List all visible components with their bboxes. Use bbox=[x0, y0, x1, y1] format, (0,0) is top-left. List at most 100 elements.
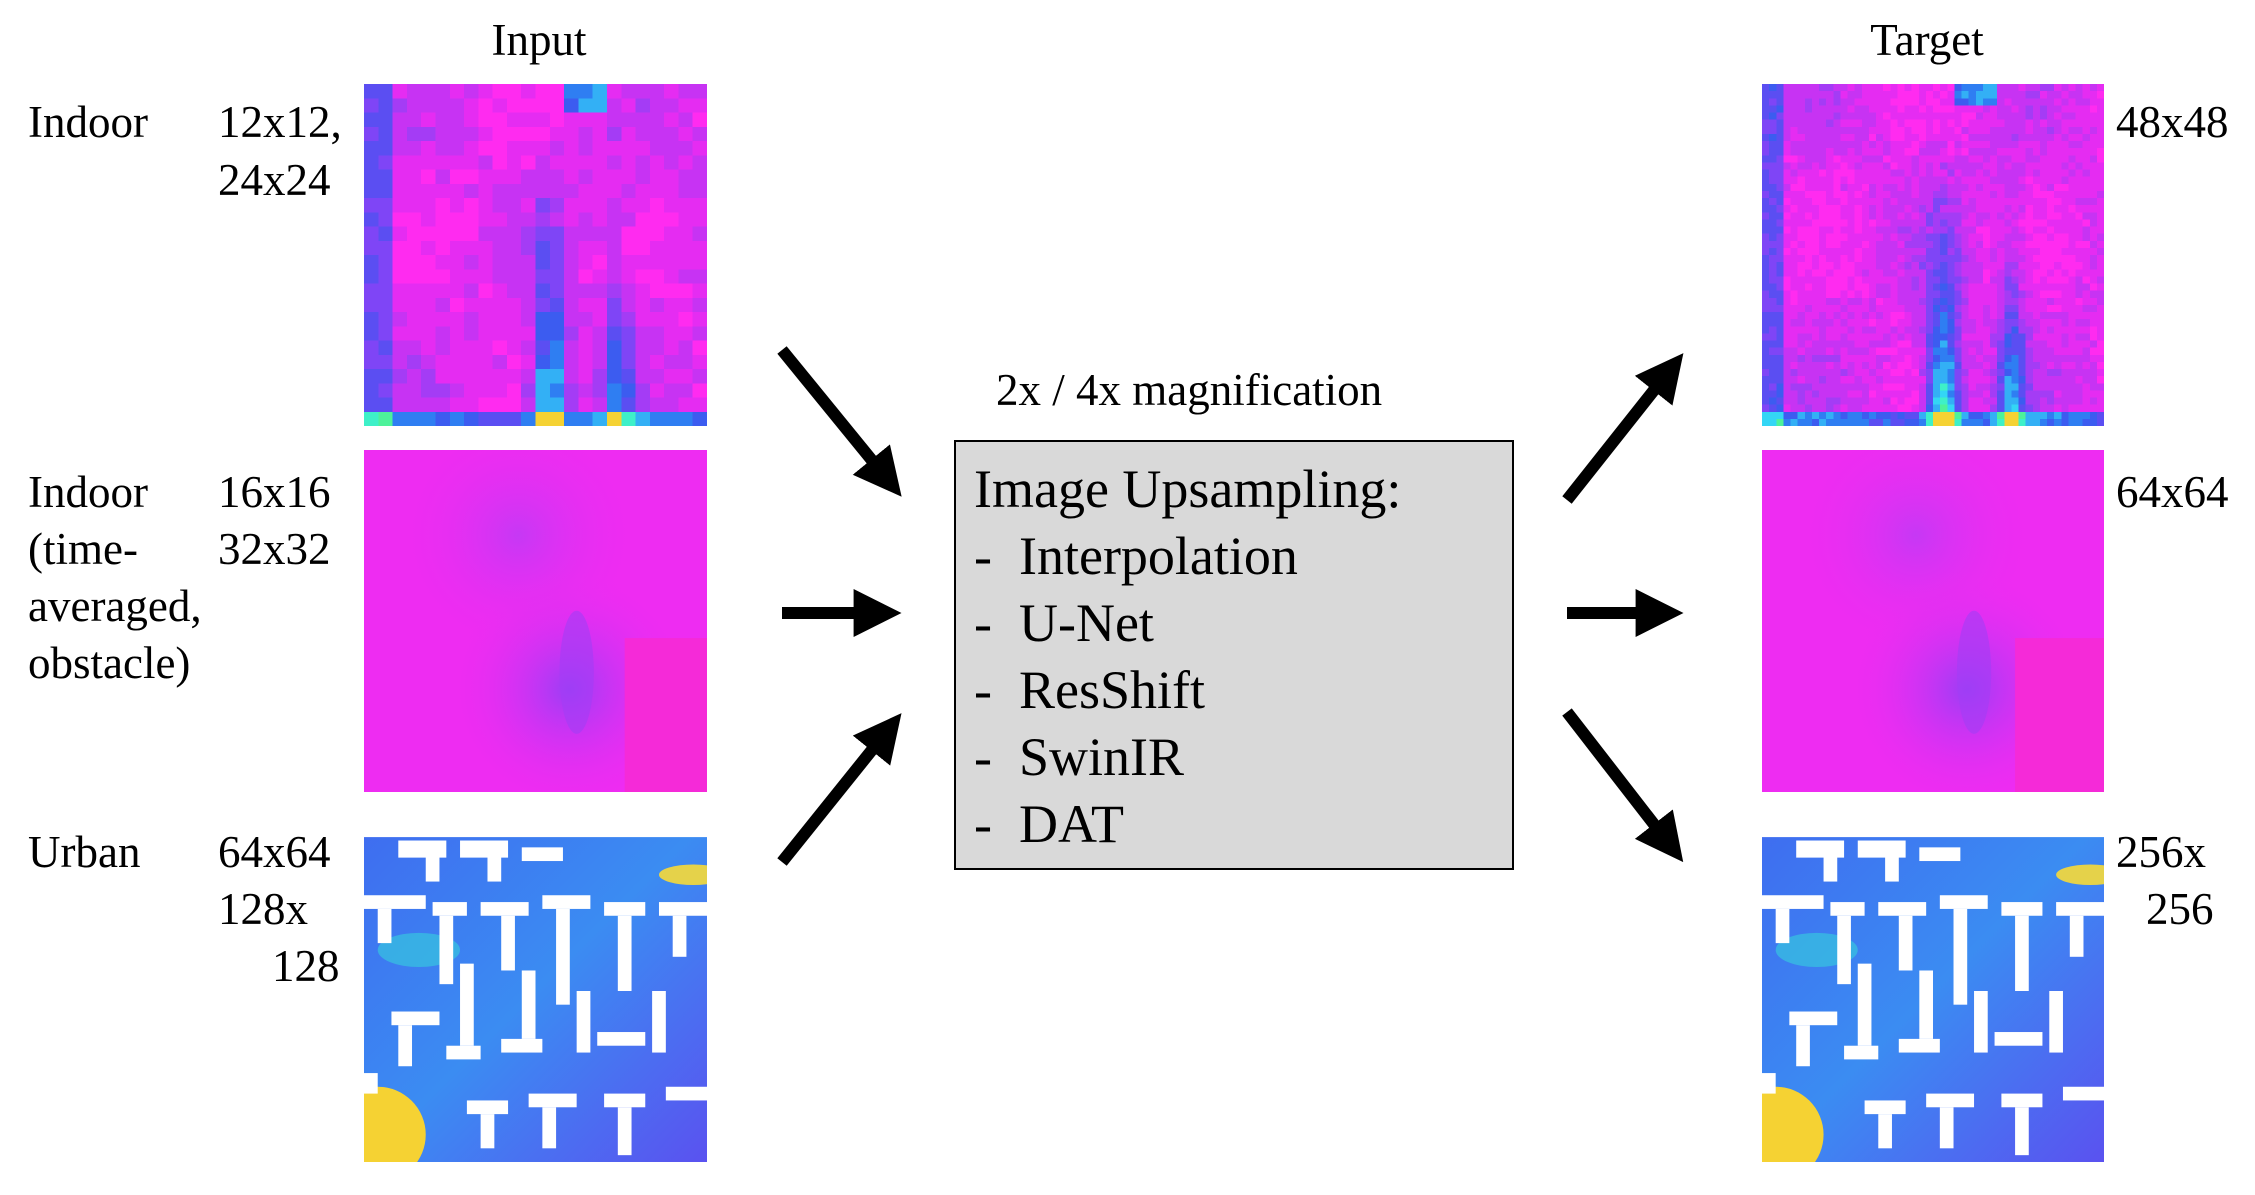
row2-input-size-1: 16x16 bbox=[218, 467, 331, 517]
heatmap-cell bbox=[1769, 205, 1777, 213]
heatmap-cell bbox=[2025, 190, 2033, 199]
heatmap-cell bbox=[1840, 98, 1848, 106]
heatmap-cell bbox=[1954, 84, 1962, 92]
heatmap-cell bbox=[2032, 369, 2041, 377]
heatmap-cell bbox=[2096, 312, 2104, 320]
heatmap-cell bbox=[2054, 183, 2062, 192]
heatmap-cell bbox=[1854, 226, 1862, 234]
heatmap-cell bbox=[1811, 397, 1820, 405]
heatmap-cell bbox=[478, 226, 493, 242]
heatmap-cell bbox=[1776, 376, 1784, 384]
heatmap-cell bbox=[1968, 376, 1976, 384]
heatmap-cell bbox=[492, 98, 508, 113]
heatmap-cell bbox=[1897, 290, 1905, 298]
heatmap-cell bbox=[1797, 390, 1805, 398]
heatmap-cell bbox=[2054, 376, 2062, 384]
heatmap-cell bbox=[1854, 119, 1862, 127]
heatmap-cell bbox=[2061, 376, 2069, 384]
heatmap-cell bbox=[1868, 347, 1877, 355]
heatmap-cell bbox=[2061, 240, 2069, 249]
heatmap-cell bbox=[1954, 297, 1962, 306]
heatmap-cell bbox=[364, 212, 379, 227]
heatmap-cell bbox=[2004, 297, 2012, 306]
heatmap-cell bbox=[2075, 91, 2083, 99]
heatmap-cell bbox=[1769, 247, 1777, 256]
heatmap-cell bbox=[1954, 333, 1962, 341]
heatmap-cell bbox=[692, 112, 707, 128]
heatmap-cell bbox=[1925, 198, 1934, 206]
heatmap-cell bbox=[1975, 84, 1984, 92]
heatmap-cell bbox=[2089, 312, 2098, 320]
heatmap-cell bbox=[1940, 169, 1948, 177]
heatmap-cell bbox=[2096, 141, 2104, 149]
heatmap-cell bbox=[435, 297, 451, 313]
input-header: Input bbox=[491, 15, 587, 65]
heatmap-cell bbox=[1890, 326, 1898, 334]
heatmap-cell bbox=[1904, 226, 1912, 234]
heatmap-cell bbox=[1833, 183, 1841, 192]
heatmap-cell bbox=[478, 112, 493, 128]
heatmap-cell bbox=[1868, 226, 1877, 234]
heatmap-cell bbox=[1783, 290, 1791, 298]
heatmap-cell bbox=[1897, 183, 1905, 192]
heatmap-cell bbox=[521, 383, 536, 398]
heatmap-cell bbox=[1975, 283, 1984, 291]
heatmap-cell bbox=[1797, 112, 1805, 120]
heatmap-cell bbox=[1918, 162, 1927, 170]
heatmap-cell bbox=[521, 198, 536, 213]
heatmap-cell bbox=[1954, 354, 1962, 363]
heatmap-cell bbox=[1961, 219, 1969, 227]
heatmap-cell bbox=[1861, 283, 1870, 291]
heatmap-cell bbox=[406, 198, 422, 213]
heatmap-cell bbox=[1975, 183, 1984, 192]
heatmap-cell bbox=[1947, 112, 1955, 120]
heatmap-cell bbox=[1911, 183, 1919, 192]
heatmap-cell bbox=[664, 383, 679, 398]
heatmap-cell bbox=[521, 141, 536, 156]
heatmap-cell bbox=[549, 297, 565, 313]
heatmap-cell bbox=[2054, 283, 2062, 291]
heatmap-cell bbox=[1954, 105, 1962, 113]
heatmap-cell bbox=[1997, 418, 2005, 426]
heatmap-cell bbox=[2054, 326, 2062, 334]
heatmap-cell bbox=[1890, 126, 1898, 135]
heatmap-cell bbox=[606, 297, 622, 313]
heatmap-cell bbox=[549, 198, 565, 213]
heatmap-cell bbox=[1925, 376, 1934, 384]
heatmap-cell bbox=[1990, 383, 1998, 391]
heatmap-cell bbox=[1982, 369, 1991, 377]
heatmap-cell bbox=[2011, 283, 2019, 291]
heatmap-cell bbox=[1769, 169, 1777, 177]
heatmap-cell bbox=[621, 240, 636, 256]
heatmap-cell bbox=[1790, 340, 1798, 348]
heatmap-cell bbox=[2039, 162, 2048, 170]
heatmap-cell bbox=[1847, 183, 1855, 192]
hotspot bbox=[658, 864, 707, 885]
building bbox=[1789, 1011, 1838, 1026]
heatmap-cell bbox=[1918, 84, 1927, 92]
heatmap-cell bbox=[1925, 247, 1934, 256]
heatmap-cell bbox=[1933, 112, 1941, 120]
heatmap-cell bbox=[2018, 262, 2026, 270]
heatmap-cell bbox=[2096, 376, 2104, 384]
heatmap-cell bbox=[1769, 226, 1777, 234]
heatmap-cell bbox=[1897, 198, 1905, 206]
obstacle-region bbox=[624, 638, 707, 792]
heatmap-cell bbox=[1933, 347, 1941, 355]
heatmap-cell bbox=[2075, 112, 2083, 120]
heatmap-cell bbox=[1790, 304, 1798, 313]
heatmap-cell bbox=[1968, 176, 1976, 184]
heatmap-cell bbox=[2039, 169, 2048, 177]
heatmap-cell bbox=[1797, 198, 1805, 206]
heatmap-cell bbox=[1990, 155, 1998, 163]
heatmap-cell bbox=[1990, 276, 1998, 284]
heatmap-cell bbox=[578, 155, 593, 170]
heatmap-cell bbox=[1925, 418, 1934, 426]
heatmap-cell bbox=[1933, 198, 1941, 206]
heatmap-cell bbox=[1797, 340, 1805, 348]
heatmap-cell bbox=[1847, 176, 1855, 184]
heatmap-cell bbox=[1854, 212, 1862, 220]
heatmap-cell bbox=[1925, 369, 1934, 377]
heatmap-cell bbox=[1918, 112, 1927, 120]
heatmap-cell bbox=[1982, 247, 1991, 256]
